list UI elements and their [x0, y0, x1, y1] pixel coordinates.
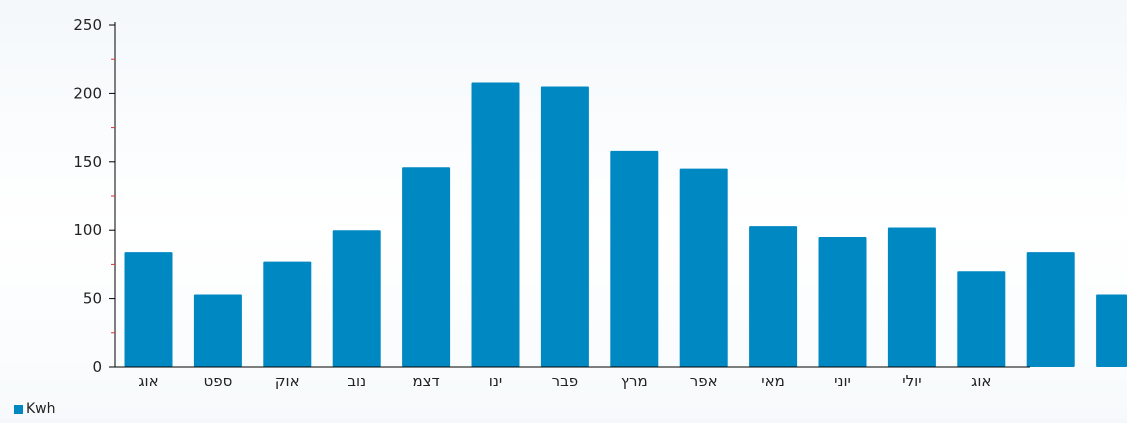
bar: [957, 271, 1005, 367]
bar: [263, 262, 311, 367]
y-tick-label: 250: [73, 16, 102, 34]
bar: [680, 169, 728, 367]
bar: [610, 151, 658, 367]
bar: [1027, 252, 1075, 367]
x-tick-label: נוב: [347, 372, 366, 390]
legend: Kwh: [14, 401, 56, 417]
bar: [333, 230, 381, 367]
bar: [541, 87, 589, 367]
y-tick-label: 200: [73, 84, 102, 102]
bar: [402, 167, 450, 367]
y-tick-label: 150: [73, 153, 102, 171]
legend-label: Kwh: [26, 401, 56, 417]
x-tick-label: יוני: [834, 372, 851, 390]
x-tick-label: מאי: [761, 372, 785, 390]
legend-swatch: [14, 405, 23, 414]
bar: [819, 237, 867, 367]
x-tick-label: פבר: [552, 372, 579, 390]
bar: [125, 252, 173, 367]
x-tick-label: דצמ: [412, 372, 439, 390]
bar: [472, 82, 520, 367]
bar: [888, 227, 936, 367]
x-tick-label: אוק: [275, 372, 300, 390]
x-tick-label: ינו: [489, 372, 502, 390]
x-tick-label: מרץ: [621, 372, 648, 390]
x-tick-label: יולי: [902, 372, 921, 390]
y-tick-label: 0: [92, 358, 102, 376]
x-tick-label: אוג: [971, 372, 991, 390]
x-tick-label: ספט: [203, 372, 232, 390]
x-tick-label: אוג: [138, 372, 158, 390]
y-tick-label: 50: [83, 290, 102, 308]
y-tick-label: 100: [73, 221, 102, 239]
x-tick-label: אפר: [690, 372, 718, 390]
bar: [1096, 294, 1127, 367]
bar: [749, 226, 797, 367]
bar: [194, 294, 242, 367]
